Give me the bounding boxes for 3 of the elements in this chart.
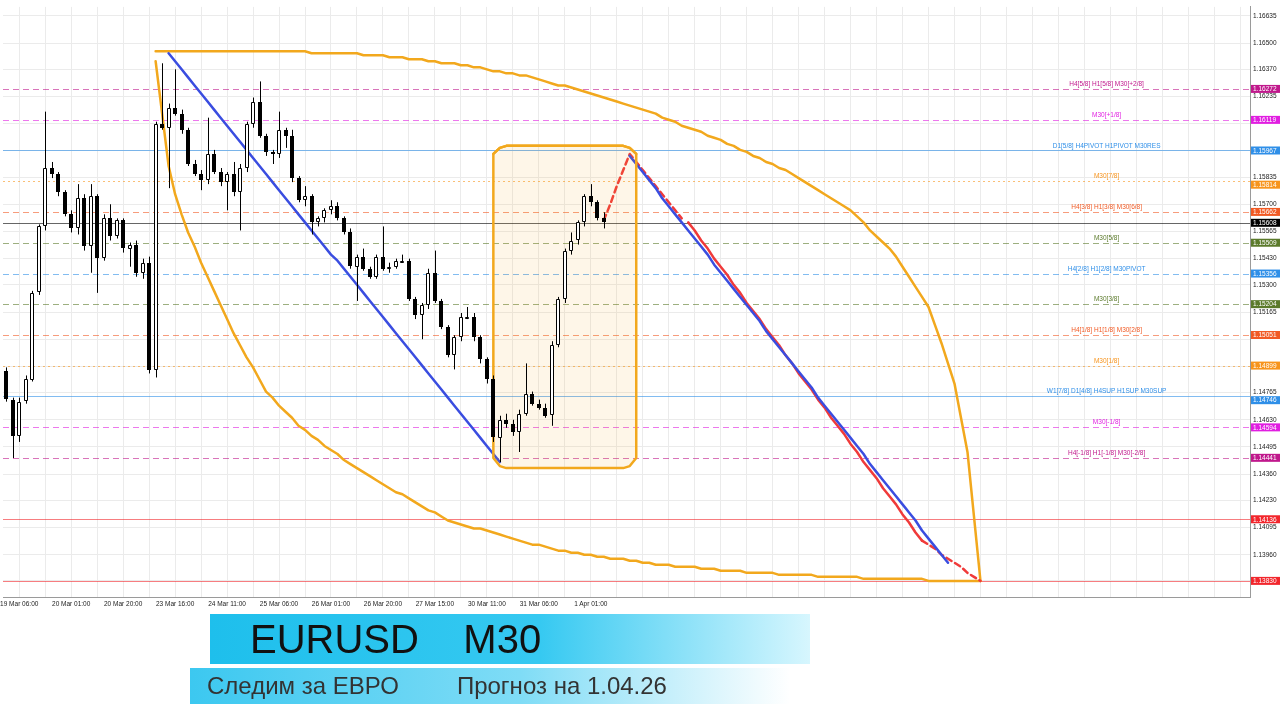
text: Прогноз на 1.04.26 — [456, 672, 667, 699]
text: Следим за ЕВРО — [207, 672, 399, 699]
text: EURUSD M30 — [250, 616, 542, 663]
